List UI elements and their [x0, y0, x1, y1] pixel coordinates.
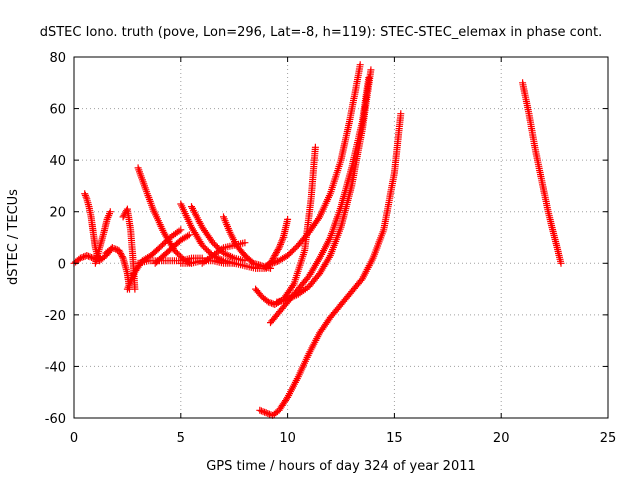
series-marks — [267, 74, 373, 327]
x-axis-label: GPS time / hours of day 324 of year 2011 — [206, 459, 476, 474]
y-tick-label: 20 — [49, 206, 66, 221]
x-tick-label: 0 — [70, 431, 78, 446]
series-marks — [519, 79, 565, 267]
series-marks — [262, 61, 364, 270]
y-tick-label: 80 — [49, 51, 66, 66]
data-series — [262, 61, 364, 270]
series-marks — [123, 226, 185, 293]
data-series — [267, 74, 373, 327]
data-series — [273, 66, 375, 306]
y-tick-label: 0 — [58, 257, 66, 272]
x-tick-label: 10 — [279, 431, 296, 446]
series-marks — [91, 208, 114, 267]
data-marks — [70, 61, 565, 419]
data-series — [519, 79, 565, 267]
series-marks — [151, 231, 193, 267]
y-tick-label: -60 — [45, 412, 66, 427]
x-tick-label: 20 — [493, 431, 510, 446]
x-axis: 0 5 10 15 20 25 — [70, 57, 616, 446]
chart-title: dSTEC Iono. truth (pove, Lon=296, Lat=-8… — [40, 25, 603, 40]
data-series — [91, 208, 114, 267]
y-tick-label: 40 — [49, 154, 66, 169]
x-tick-label: 5 — [177, 431, 185, 446]
data-series — [123, 226, 185, 293]
data-series — [256, 110, 405, 419]
y-axis-label: dSTEC / TECUs — [6, 189, 21, 285]
grid — [74, 57, 608, 418]
y-axis: -60 -40 -20 0 20 40 60 80 — [45, 51, 608, 427]
data-series — [151, 231, 193, 267]
series-marks — [256, 110, 405, 419]
x-tick-label: 15 — [386, 431, 403, 446]
y-tick-label: 60 — [49, 103, 66, 118]
y-tick-label: -40 — [45, 360, 66, 375]
x-tick-label: 25 — [600, 431, 617, 446]
series-marks — [273, 66, 375, 306]
plot-frame — [73, 56, 609, 419]
y-tick-label: -20 — [45, 309, 66, 324]
